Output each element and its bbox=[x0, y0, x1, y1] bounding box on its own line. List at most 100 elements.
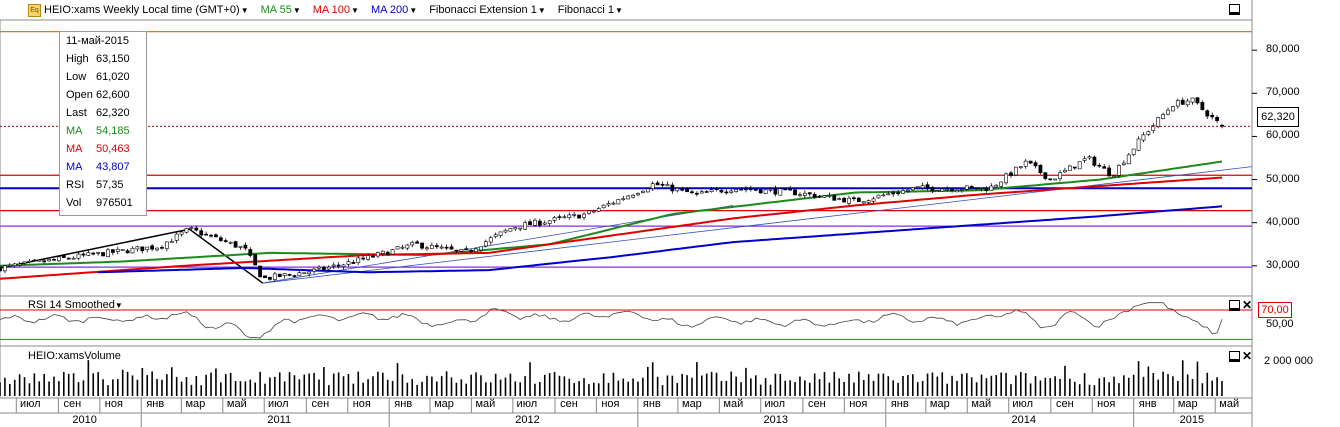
volume-minimize-icon[interactable] bbox=[1229, 351, 1240, 362]
candle-body-65 bbox=[317, 266, 321, 269]
candle-body-136 bbox=[665, 184, 670, 187]
candle-body-131 bbox=[640, 190, 645, 193]
candle-body-162 bbox=[793, 189, 797, 196]
candle-body-62 bbox=[302, 272, 307, 275]
candle-body-242 bbox=[1185, 100, 1190, 106]
candle-body-169 bbox=[827, 195, 832, 197]
candle-body-210 bbox=[1028, 160, 1033, 164]
info-row-low: Low 61,020 bbox=[60, 68, 146, 86]
candle-body-194 bbox=[950, 188, 954, 192]
candle-body-148 bbox=[724, 191, 729, 194]
x-month-label: июл bbox=[764, 398, 786, 410]
x-month-label: янв bbox=[146, 398, 165, 410]
candle-body-217 bbox=[1063, 169, 1067, 173]
chart-header: Eq HEIO:xams Weekly Local time (GMT+0)▼ … bbox=[0, 0, 1252, 20]
rsi-level-label: 70,00 bbox=[1258, 302, 1292, 318]
candle-body-179 bbox=[876, 194, 881, 199]
candle-body-166 bbox=[812, 194, 817, 198]
candle-body-216 bbox=[1058, 172, 1062, 180]
candle-body-228 bbox=[1117, 165, 1121, 176]
volume-close-icon[interactable]: ✕ bbox=[1242, 349, 1253, 363]
candle-body-79 bbox=[385, 251, 390, 256]
candle-body-39 bbox=[189, 227, 194, 229]
candle-body-115 bbox=[562, 216, 567, 219]
candle-body-58 bbox=[282, 273, 287, 276]
candle-body-199 bbox=[974, 187, 979, 190]
indicator-ma55[interactable]: MA 55▼ bbox=[260, 4, 301, 16]
candle-body-16 bbox=[76, 253, 81, 259]
candle-body-248 bbox=[1215, 117, 1219, 122]
candle-body-76 bbox=[371, 255, 375, 258]
rsi-minimize-icon[interactable] bbox=[1229, 300, 1240, 311]
indicator-ma100[interactable]: MA 100▼ bbox=[312, 4, 359, 16]
candle-body-94 bbox=[459, 249, 464, 252]
info-key: MA bbox=[66, 125, 83, 137]
candle-body-45 bbox=[218, 237, 223, 241]
info-key: Open bbox=[66, 89, 93, 101]
x-month-label: янв bbox=[1138, 398, 1157, 410]
candle-body-14 bbox=[66, 257, 71, 260]
candle-body-152 bbox=[744, 188, 748, 191]
indicator-ma200[interactable]: MA 200▼ bbox=[370, 4, 418, 16]
info-key: RSI bbox=[66, 179, 85, 191]
candle-body-63 bbox=[307, 271, 312, 275]
candle-body-24 bbox=[115, 248, 120, 252]
rsi-pane-title[interactable]: RSI 14 Smoothed▼ bbox=[28, 299, 123, 311]
candle-body-88 bbox=[429, 244, 434, 249]
y-tick-label: 70,000 bbox=[1266, 86, 1300, 99]
candle-body-181 bbox=[886, 193, 891, 196]
candle-body-32 bbox=[155, 247, 159, 251]
candle-body-149 bbox=[729, 190, 734, 193]
candle-body-41 bbox=[199, 230, 204, 236]
y-tick-label: 80,000 bbox=[1266, 43, 1300, 56]
info-row-high: High 63,150 bbox=[60, 50, 146, 68]
rsi-close-icon[interactable]: ✕ bbox=[1242, 298, 1253, 312]
ma-line-2 bbox=[97, 205, 1223, 274]
candle-body-52 bbox=[253, 254, 258, 266]
candle-body-87 bbox=[425, 247, 429, 250]
candle-body-70 bbox=[341, 264, 346, 267]
candle-body-1 bbox=[3, 265, 7, 272]
candle-body-120 bbox=[587, 210, 591, 214]
info-row-rsi: RSI 57,35 bbox=[60, 176, 146, 194]
candle-body-80 bbox=[390, 249, 395, 255]
candle-body-19 bbox=[91, 252, 96, 255]
symbol-title[interactable]: HEIO:xams Weekly Local time (GMT+0)▼ bbox=[44, 4, 249, 16]
candle-body-107 bbox=[523, 222, 528, 230]
info-row-open: Open 62,600 bbox=[60, 86, 146, 104]
candle-body-143 bbox=[699, 191, 704, 194]
candle-body-230 bbox=[1126, 154, 1131, 165]
candle-body-147 bbox=[719, 190, 724, 193]
volume-pane bbox=[0, 345, 1253, 399]
candle-body-160 bbox=[783, 188, 788, 191]
minimize-icon[interactable] bbox=[1229, 4, 1240, 15]
volume-pane-title: HEIO:xamsVolume bbox=[28, 350, 121, 362]
logo-icon[interactable]: Eq bbox=[28, 3, 41, 17]
x-month-label: май bbox=[723, 398, 744, 410]
candle-body-167 bbox=[817, 195, 822, 198]
candle-body-125 bbox=[611, 202, 616, 205]
candle-body-236 bbox=[1156, 117, 1161, 128]
candle-body-81 bbox=[395, 246, 400, 250]
candle-body-2 bbox=[7, 264, 12, 267]
candle-body-126 bbox=[616, 199, 621, 205]
candle-body-73 bbox=[356, 257, 361, 264]
x-month-label: май bbox=[475, 398, 496, 410]
candle-body-187 bbox=[915, 186, 920, 188]
x-month-label: май bbox=[1219, 398, 1240, 410]
candle-body-8 bbox=[37, 259, 42, 262]
candle-body-7 bbox=[32, 259, 37, 262]
candle-body-5 bbox=[22, 261, 27, 264]
y-tick-label: 50,000 bbox=[1266, 172, 1300, 185]
x-month-label: сен bbox=[808, 398, 826, 410]
x-month-label: июл bbox=[267, 398, 289, 410]
candle-body-188 bbox=[920, 185, 925, 189]
indicator-fib-extension[interactable]: Fibonacci Extension 1▼ bbox=[429, 4, 546, 16]
indicator-fibonacci[interactable]: Fibonacci 1▼ bbox=[557, 4, 623, 16]
candle-body-98 bbox=[479, 246, 483, 251]
candle-body-180 bbox=[881, 194, 886, 197]
x-month-label: мар bbox=[1177, 398, 1198, 410]
candle-body-84 bbox=[410, 242, 415, 246]
candle-body-127 bbox=[621, 198, 626, 200]
